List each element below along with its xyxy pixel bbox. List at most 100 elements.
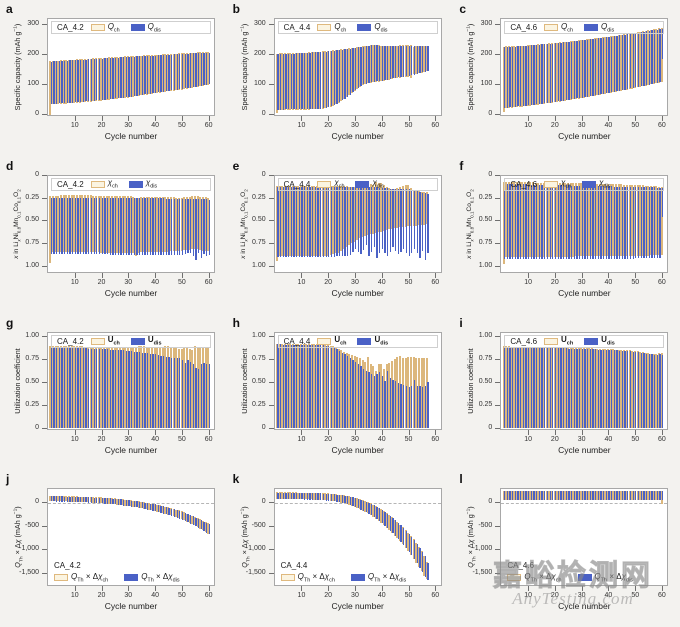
- qdis-bar: [325, 493, 327, 501]
- qdis-bar: [131, 56, 133, 97]
- qdis-bar: [427, 562, 429, 580]
- plot-area: CA_4.6 Qch Qdis: [500, 18, 669, 116]
- qdis-bar: [280, 344, 282, 429]
- qch-legend-swatch: [90, 180, 105, 188]
- qdis-bar: [554, 348, 557, 429]
- qdis-legend-swatch: [130, 337, 145, 345]
- x-tick-mark: [208, 116, 210, 121]
- qdis-bar: [627, 186, 629, 259]
- qdis-bar: [603, 37, 605, 94]
- qdis-bar: [354, 498, 357, 508]
- qdis-bar: [189, 53, 192, 88]
- qdis-bar: [421, 552, 424, 573]
- qch-legend-label: Qch: [334, 21, 347, 34]
- y-tick-label: 0: [35, 498, 39, 506]
- qdis-bar: [509, 347, 511, 429]
- legend: CA_4.2 Uch Udis: [51, 334, 211, 348]
- qdis-bar: [419, 386, 421, 429]
- qdis-bar: [629, 186, 632, 259]
- qdis-bar: [93, 348, 95, 429]
- qdis-bar: [306, 52, 309, 110]
- x-tick-mark: [408, 429, 410, 435]
- qdis-bar: [117, 197, 119, 255]
- qdis-bar: [419, 547, 421, 568]
- qdis-bar: [80, 59, 82, 102]
- x-tick-mark: [354, 586, 356, 592]
- qdis-bar: [520, 184, 522, 259]
- qdis-bar: [282, 344, 284, 429]
- qch-legend-swatch: [317, 24, 332, 31]
- qdis-bar: [165, 198, 168, 256]
- x-tick-label: 40: [151, 122, 159, 129]
- qdis-bar: [520, 491, 522, 500]
- qdis-bar: [368, 45, 370, 83]
- qdis-bar: [613, 36, 616, 92]
- qdis-bar: [403, 189, 405, 249]
- qdis-bar: [205, 364, 208, 429]
- plot-area: CA_4.4 χch χdis: [273, 174, 442, 273]
- qdis-bar: [525, 491, 527, 500]
- qdis-bar: [635, 187, 637, 259]
- qdis-bar: [195, 517, 197, 526]
- qdis-bar: [653, 29, 656, 84]
- y-tick-mark: [42, 114, 47, 115]
- qch-legend-swatch: [544, 180, 559, 188]
- x-tick-label: 40: [377, 592, 386, 600]
- qdis-bar: [541, 348, 543, 429]
- qdis-bar: [528, 184, 530, 259]
- qdis-bar: [82, 348, 85, 429]
- panel-a: a Specific capacity (mAh g−1) CA_4.2 Qch Qdi…: [0, 0, 227, 157]
- qdis-bar: [90, 59, 93, 101]
- qdis-bar: [301, 492, 303, 500]
- qdis-bar: [141, 352, 143, 429]
- y-tick-label: 0.75: [252, 354, 266, 362]
- x-tick-mark: [74, 116, 76, 121]
- qdis-bar: [400, 46, 402, 78]
- qdis-bar: [659, 187, 661, 259]
- legend-items-row: QTh × Δχch QTh × Δχdis: [280, 572, 418, 583]
- x-tick-label: 30: [351, 122, 359, 129]
- qdis-bar: [296, 492, 298, 500]
- legend: CA_4.4 Uch Udis: [277, 334, 438, 348]
- y-tick-label: 1.00: [25, 262, 39, 270]
- qdis-bar: [514, 184, 516, 259]
- qdis-bar: [85, 59, 87, 102]
- qdis-legend-swatch: [582, 180, 597, 188]
- qdis-bar: [74, 197, 77, 255]
- qdis-bar: [605, 37, 608, 94]
- qdis-bar: [200, 364, 202, 429]
- x-tick-mark: [581, 429, 583, 435]
- qdis-bar: [104, 498, 106, 504]
- qdis-bar: [352, 359, 354, 429]
- y-tick-label: 0: [35, 110, 39, 117]
- qdis-bar: [661, 187, 664, 217]
- x-tick-mark: [661, 272, 663, 278]
- qdis-bar: [645, 187, 648, 259]
- qdis-bar: [592, 38, 594, 96]
- qdis-bar: [285, 344, 287, 429]
- y-tick-label: 0.50: [478, 216, 493, 224]
- qdis-bar: [280, 54, 282, 110]
- y-tick-label: 0.75: [478, 354, 493, 362]
- qdis-bar: [613, 350, 616, 429]
- qdis-bar: [322, 51, 325, 109]
- qdis-bar: [528, 348, 530, 429]
- y-tick-mark: [268, 243, 274, 245]
- qdis-bar: [56, 496, 58, 502]
- x-tick-mark: [181, 429, 183, 435]
- x-tick-mark: [328, 272, 330, 278]
- qch-legend-label: Uch: [334, 335, 347, 347]
- qdis-bar: [354, 47, 357, 91]
- legend-condition-label: CA_4.2: [57, 179, 84, 189]
- x-tick-label: 40: [604, 278, 613, 286]
- panel-g: g Utilization coefficient CA_4.2 Uch Udis 0 0.…: [0, 314, 227, 471]
- qdis-bar: [149, 198, 152, 256]
- qdis-bar: [416, 46, 418, 74]
- x-tick-mark: [381, 116, 383, 121]
- qdis-bar: [157, 505, 160, 513]
- qdis-bar: [405, 386, 408, 429]
- qdis-bar: [349, 496, 351, 506]
- qdis-bar: [611, 350, 613, 429]
- qdis-bar: [344, 186, 346, 256]
